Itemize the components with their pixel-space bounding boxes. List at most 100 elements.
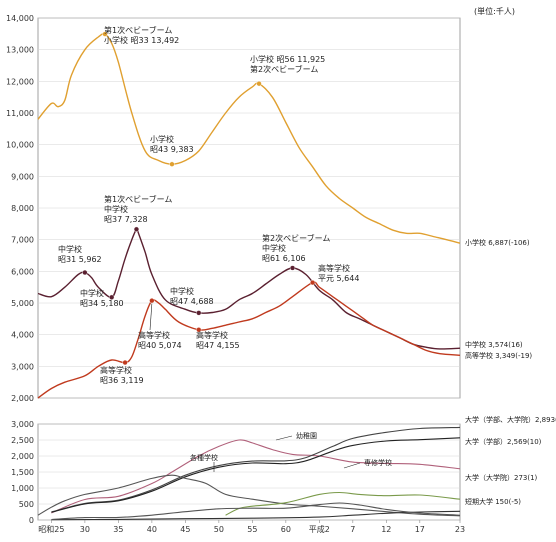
annotation-label: 中学校昭31 5,962 <box>58 244 102 264</box>
annotation-label: 高等学校昭47 4,155 <box>196 330 240 350</box>
annotation-line: 昭36 3,119 <box>100 376 144 385</box>
annotation-line: 昭47 4,688 <box>170 297 214 306</box>
annotation-line: 小学校 昭56 11,925 <box>250 54 325 64</box>
upper-y-tick-label: 4,000 <box>11 331 34 340</box>
series-label-elem: 小学校 6,887(-106) <box>465 238 530 247</box>
annotation-label: 第1次ベビーブーム中学校昭37 7,328 <box>104 194 172 224</box>
peak-marker <box>122 359 128 366</box>
x-tick-label: 40 <box>147 525 157 534</box>
annotation-line: 昭37 7,328 <box>104 215 148 224</box>
upper-y-tick-label: 10,000 <box>6 141 34 150</box>
x-tick-label: 7 <box>350 525 355 534</box>
x-tick-label: 昭和25 <box>38 525 64 534</box>
annotation-label: 小学校 昭56 11,925 第2次ベビーブーム <box>250 54 325 74</box>
x-tick-label: 60 <box>281 525 291 534</box>
annotation-line: 昭40 5,074 <box>138 341 182 350</box>
annotation-line: 第1次ベビーブーム <box>104 25 172 35</box>
upper-y-tick-label: 5,000 <box>11 299 34 308</box>
annotation-label: 高等学校平元 5,644 <box>318 263 359 283</box>
x-tick-label: 17 <box>415 525 425 534</box>
series-line-kinder <box>51 439 461 514</box>
peak-marker <box>149 298 155 304</box>
lower-y-tick-label: 500 <box>19 500 34 509</box>
annotation-line: 中学校 <box>170 286 194 296</box>
annotation-line: 中学校 <box>262 243 286 253</box>
series-line-elem <box>37 33 461 244</box>
x-tick-label: 30 <box>80 525 90 534</box>
annotation-line: 中学校 <box>80 288 104 298</box>
annotation-line: 第1次ベビーブーム <box>104 194 172 204</box>
peak-marker <box>256 81 262 87</box>
inline-series-label: 専修学校 <box>364 458 392 467</box>
annotation-line: 平元 5,644 <box>318 274 359 283</box>
peak-marker <box>196 310 202 316</box>
upper-y-tick-label: 13,000 <box>6 46 34 55</box>
peak-marker <box>109 294 115 300</box>
inline-series-label: 各種学校 <box>190 453 218 462</box>
upper-y-tick-label: 6,000 <box>11 267 34 276</box>
annotation-label: 高等学校昭36 3,119 <box>100 365 144 385</box>
upper-y-tick-label: 7,000 <box>11 236 34 245</box>
x-tick-label: 23 <box>455 525 465 534</box>
lower-y-tick-label: 2,500 <box>11 436 34 445</box>
x-tick-label: 平成2 <box>309 524 330 534</box>
series-label-univ_all: 大学（学部、大学院）2,893(6) <box>465 415 556 424</box>
lower-y-tick-label: 3,000 <box>11 420 34 429</box>
upper-y-tick-label: 12,000 <box>6 77 34 86</box>
upper-y-tick-label: 11,000 <box>6 109 34 118</box>
peak-marker <box>169 161 175 167</box>
annotation-label: 第1次ベビーブーム小学校 昭33 13,492 <box>104 25 179 45</box>
annotation-line: 高等学校 <box>100 365 132 375</box>
peak-marker <box>289 265 296 271</box>
series-label-junior_college: 短期大学 150(-5) <box>465 497 521 506</box>
series-line-vocational <box>225 491 461 516</box>
series-label-grad: 大学（大学院）273(1) <box>465 473 538 482</box>
x-tick-label: 45 <box>180 525 190 534</box>
peak-marker <box>133 226 140 232</box>
inline-leader <box>275 435 293 441</box>
annotation-label: 中学校昭47 4,688 <box>170 286 214 306</box>
peak-marker <box>196 327 202 333</box>
inline-leader <box>343 462 361 469</box>
inline-series-label: 幼稚園 <box>296 431 317 440</box>
annotation-label: 高等学校昭40 5,074 <box>138 330 182 350</box>
series-line-junior_college <box>51 502 461 521</box>
series-line-univ_all <box>51 426 461 513</box>
series-line-hs <box>37 281 461 399</box>
series-label-hs: 高等学校 3,349(-19) <box>465 351 532 360</box>
annotation-line: 第2次ベビーブーム <box>262 233 330 243</box>
upper-y-tick-label: 2,000 <box>11 394 34 403</box>
upper-y-tick-label: 8,000 <box>11 204 34 213</box>
upper-y-tick-label: 14,000 <box>6 14 34 23</box>
lower-y-tick-label: 2,000 <box>11 452 34 461</box>
annotation-line: 中学校 <box>104 204 128 214</box>
annotation-line: 昭34 5,180 <box>80 299 124 308</box>
annotation-line: 高等学校 <box>138 330 170 340</box>
upper-y-tick-label: 3,000 <box>11 362 34 371</box>
annotation-leader <box>149 303 153 331</box>
annotation-line: 高等学校 <box>318 263 350 273</box>
annotation-line: 昭43 9,383 <box>150 145 194 154</box>
annotation-line: 中学校 <box>58 244 82 254</box>
annotation-line: 第2次ベビーブーム <box>250 64 318 74</box>
series-line-grad <box>51 510 461 521</box>
series-line-misc <box>37 474 461 517</box>
annotation-label: 第2次ベビーブーム中学校昭61 6,106 <box>262 233 330 263</box>
annotation-line: 小学校 昭33 13,492 <box>104 35 179 45</box>
lower-y-tick-label: 0 <box>29 516 34 525</box>
x-tick-label: 50 <box>214 525 224 534</box>
annotation-line: 昭61 6,106 <box>262 254 306 263</box>
peak-marker <box>82 269 88 276</box>
x-tick-label: 35 <box>113 525 123 534</box>
lower-y-tick-label: 1,500 <box>11 468 34 477</box>
peak-marker <box>310 280 316 286</box>
x-tick-label: 55 <box>247 525 257 534</box>
annotation-line: 小学校 <box>150 134 174 144</box>
annotation-label: 小学校昭43 9,383 <box>150 134 194 154</box>
unit-label: (単位:千人) <box>474 6 515 16</box>
lower-y-tick-label: 1,000 <box>11 484 34 493</box>
annotation-line: 昭31 5,962 <box>58 255 102 264</box>
series-label-jhs: 中学校 3,574(16) <box>465 340 523 349</box>
